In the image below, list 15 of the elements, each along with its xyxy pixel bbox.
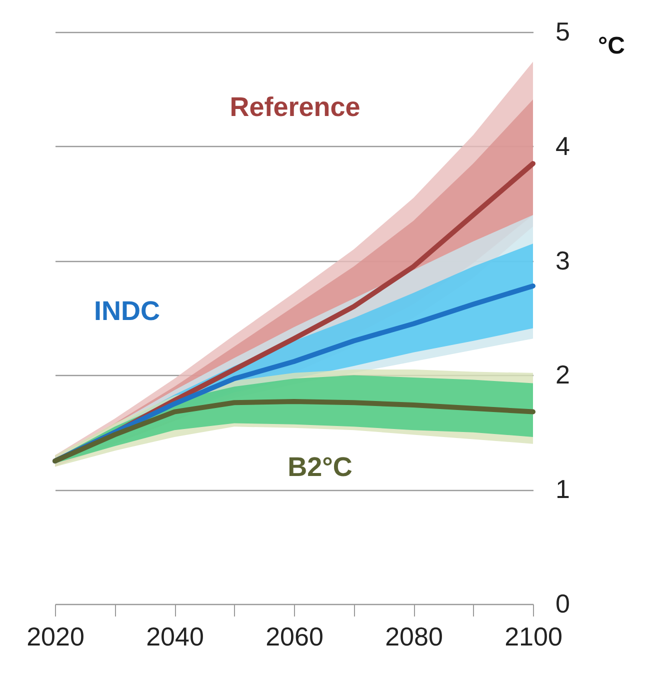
y-axis-title: °C	[598, 32, 625, 60]
x-tick-label: 2060	[266, 622, 324, 652]
y-tick-label: 3	[556, 245, 570, 276]
y-tick-label: 5	[556, 16, 570, 46]
x-tick-label: 2100	[504, 622, 562, 652]
x-tick-label: 2080	[385, 622, 443, 652]
x-tick-label: 2040	[146, 622, 204, 652]
y-tick-label: 0	[556, 588, 570, 618]
text: INDC	[94, 296, 160, 326]
y-tick-label: 4	[556, 130, 570, 161]
text: Reference	[230, 92, 360, 122]
series-label: B2°C	[288, 452, 352, 482]
y-tick-label: 1	[556, 474, 570, 504]
x-tick-label: 2020	[26, 622, 84, 652]
y-tick-label: 2	[556, 360, 570, 390]
